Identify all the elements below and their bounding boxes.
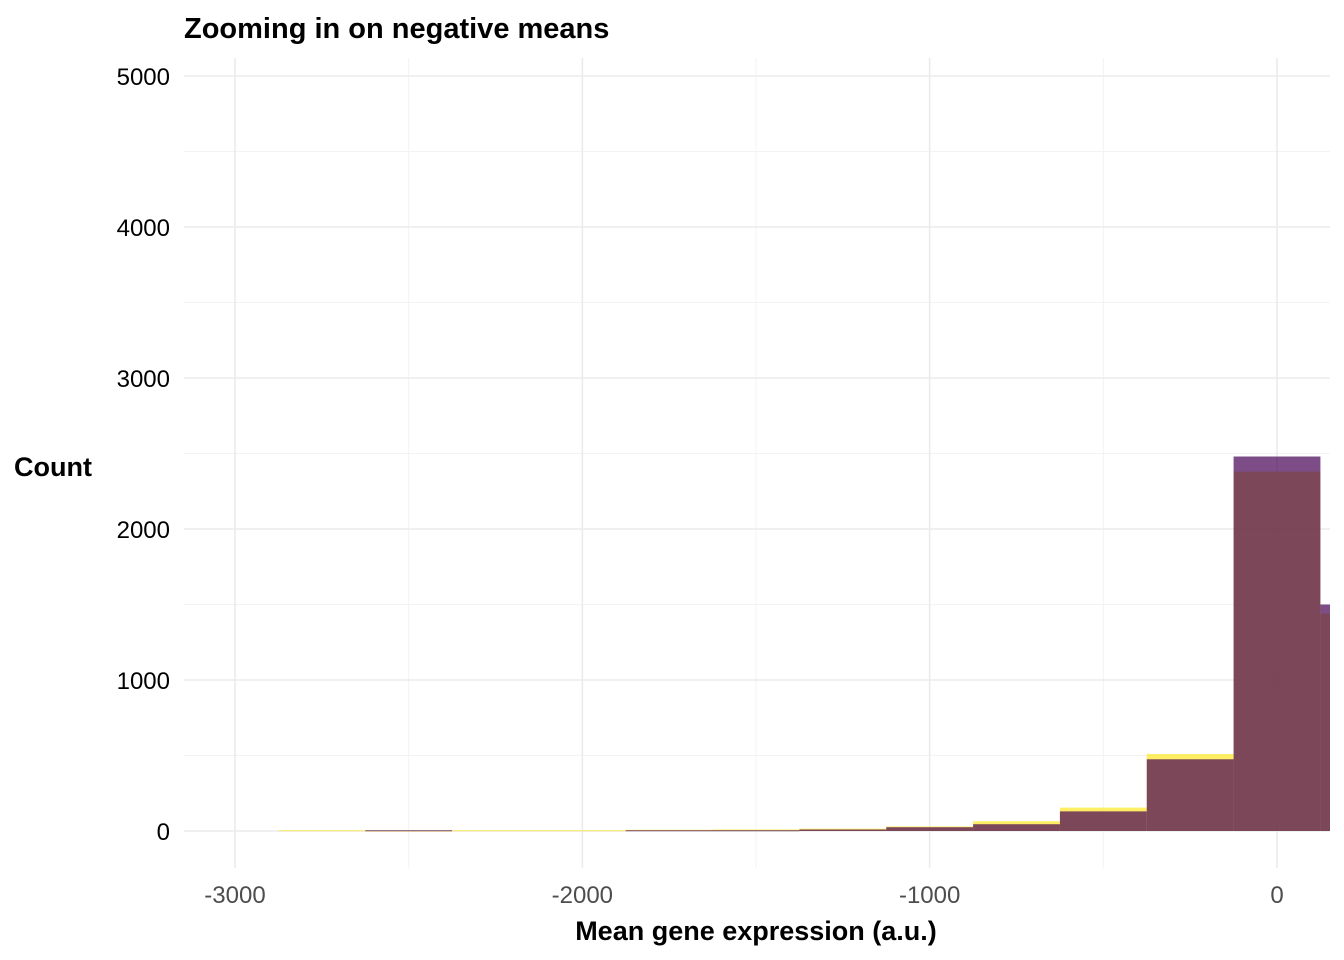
histogram-bar-series-2 (365, 830, 453, 832)
chart-title: Zooming in on negative means (184, 13, 609, 45)
x-tick-label: -1000 (899, 882, 960, 909)
histogram-bar-series-2 (1233, 456, 1321, 831)
x-axis-tick-labels: -3000 -2000 -1000 0 (204, 882, 1283, 909)
y-tick-label: 5000 (117, 64, 170, 91)
bars-layer (278, 456, 1330, 832)
y-axis-title: Count (14, 452, 92, 482)
histogram-bar-series-2 (712, 830, 800, 832)
y-tick-label: 0 (157, 819, 170, 846)
y-tick-label: 4000 (117, 215, 170, 242)
histogram-bar-series-2 (886, 827, 974, 831)
histogram-bar-series-2 (973, 824, 1060, 831)
histogram-bar-series-1 (538, 830, 626, 832)
histogram-bar-series-2 (1320, 604, 1330, 831)
x-tick-label: -3000 (204, 882, 265, 909)
y-axis-tick-labels: 0 1000 2000 3000 4000 5000 (117, 64, 170, 846)
grid-layer (184, 58, 1330, 868)
histogram-bar-series-2 (625, 830, 713, 832)
y-tick-label: 2000 (117, 517, 170, 544)
histogram-bar-series-2 (1146, 759, 1234, 831)
histogram-bar-series-1 (278, 830, 366, 832)
histogram-bar-series-2 (1059, 811, 1147, 831)
histogram-bar-series-2 (799, 829, 887, 831)
x-tick-label: 0 (1270, 882, 1283, 909)
y-tick-label: 3000 (117, 366, 170, 393)
histogram-bar-series-1 (452, 830, 539, 832)
x-tick-label: -2000 (552, 882, 613, 909)
x-axis-title: Mean gene expression (a.u.) (575, 916, 937, 946)
bar-group (278, 456, 1330, 832)
y-tick-label: 1000 (117, 668, 170, 695)
